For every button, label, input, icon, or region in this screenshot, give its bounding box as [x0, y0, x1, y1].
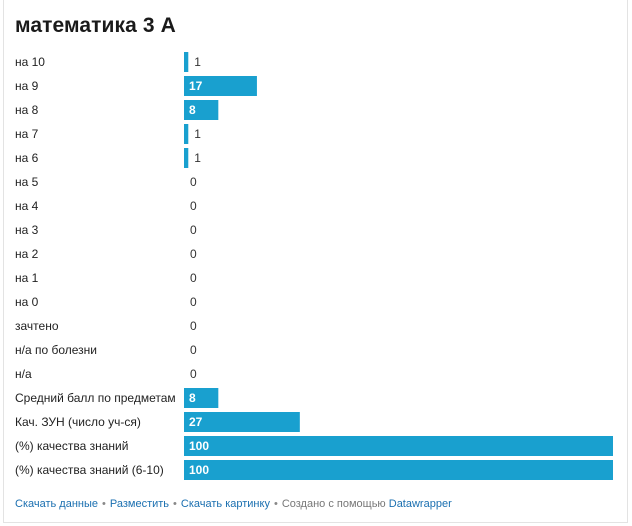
category-label: на 4: [15, 199, 39, 213]
category-label: на 1: [15, 271, 39, 285]
value-label: 8: [189, 103, 196, 117]
value-label: 100: [189, 463, 209, 477]
value-label: 1: [194, 55, 201, 69]
category-label: (%) качества знаний: [15, 439, 128, 453]
embed-link[interactable]: Разместить: [109, 498, 170, 510]
value-label: 0: [190, 319, 197, 333]
created-with-text: Создано с помощью: [281, 498, 386, 510]
value-label: 1: [194, 151, 201, 165]
bar: [184, 52, 189, 72]
bar: [184, 148, 189, 168]
chart-frame: [3, 0, 628, 523]
download-image-link[interactable]: Скачать картинку: [180, 498, 270, 510]
bar: [184, 412, 300, 432]
category-label: зачтено: [15, 319, 59, 333]
category-label: н/а по болезни: [15, 343, 97, 357]
value-label: 0: [190, 295, 197, 309]
value-label: 27: [189, 415, 203, 429]
value-label: 0: [190, 343, 197, 357]
footer-separator: •: [102, 498, 106, 510]
value-label: 0: [190, 223, 197, 237]
category-label: на 2: [15, 247, 39, 261]
category-label: на 9: [15, 79, 39, 93]
category-label: на 10: [15, 55, 45, 69]
chart-title: математика 3 А: [15, 14, 176, 37]
value-label: 1: [194, 127, 201, 141]
bar: [184, 124, 189, 144]
datawrapper-link[interactable]: Datawrapper: [388, 498, 452, 510]
value-label: 0: [190, 247, 197, 261]
footer-separator: •: [173, 498, 177, 510]
footer: Скачать данные • Разместить • Скачать картин…: [15, 498, 452, 510]
category-label: на 6: [15, 151, 39, 165]
value-label: 100: [189, 439, 209, 453]
footer-separator: •: [273, 498, 278, 510]
bar: [184, 388, 219, 408]
category-label: на 0: [15, 295, 39, 309]
bar: [184, 100, 219, 120]
download-data-link[interactable]: Скачать данные: [15, 498, 99, 510]
category-label: н/а: [15, 367, 32, 381]
category-label: на 3: [15, 223, 39, 237]
value-label: 0: [190, 199, 197, 213]
category-label: на 5: [15, 175, 39, 189]
value-label: 0: [190, 175, 197, 189]
value-label: 0: [190, 271, 197, 285]
value-label: 0: [190, 367, 197, 381]
bar: [184, 76, 257, 96]
category-label: Средний балл по предметам: [15, 391, 176, 405]
bar: [184, 460, 613, 480]
category-label: на 7: [15, 127, 39, 141]
category-label: (%) качества знаний (6-10): [15, 463, 164, 477]
value-label: 8: [189, 391, 196, 405]
category-label: Кач. ЗУН (число уч-ся): [15, 415, 141, 429]
value-label: 17: [189, 79, 203, 93]
category-label: на 8: [15, 103, 39, 117]
bar: [184, 436, 613, 456]
